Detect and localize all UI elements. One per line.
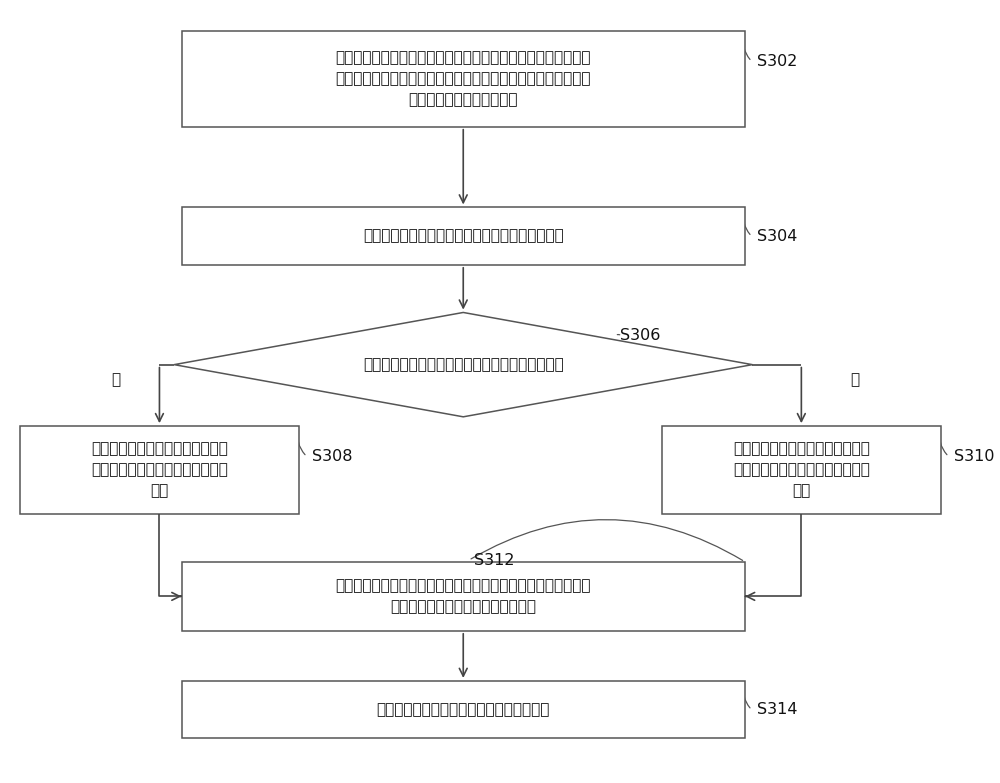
FancyBboxPatch shape — [182, 207, 745, 265]
Text: 按照最佳供电参数値控制终端的补光灯亮度: 按照最佳供电参数値控制终端的补光灯亮度 — [377, 702, 550, 717]
FancyBboxPatch shape — [182, 31, 745, 127]
FancyBboxPatch shape — [182, 680, 745, 738]
Text: S302: S302 — [757, 54, 797, 69]
FancyBboxPatch shape — [182, 562, 745, 631]
Text: 根据环境亮度値和人脸占比値各自对应的供电参数値和权重，确
定补光灯亮度对应的最佳供电参数値: 根据环境亮度値和人脸占比値各自对应的供电参数値和权重，确 定补光灯亮度对应的最佳… — [335, 579, 591, 615]
Text: 判断预览图像的环境亮度値是否大于设定亮度阈値: 判断预览图像的环境亮度値是否大于设定亮度阈値 — [363, 357, 564, 372]
Text: 查找亮度映射表得到环境亮度値对应的供电参数値: 查找亮度映射表得到环境亮度値对应的供电参数値 — [363, 229, 564, 244]
Text: 否: 否 — [850, 373, 859, 388]
Text: 查找人脸占比映射表中的顺光拍照
子表得到人脸占比値对应的供电参
数値: 查找人脸占比映射表中的顺光拍照 子表得到人脸占比値对应的供电参 数値 — [733, 442, 870, 499]
Polygon shape — [174, 312, 752, 417]
Text: 当终端的相机功能捕捉到预览图像时，将预览图像的平均亮度确
定为当前拍照的环境亮度値；将预览图像中的人脸占比最大値确
定为当前拍照的人脸占比値: 当终端的相机功能捕捉到预览图像时，将预览图像的平均亮度确 定为当前拍照的环境亮度… — [335, 50, 591, 107]
Text: S310: S310 — [954, 449, 994, 464]
Text: 是: 是 — [111, 373, 120, 388]
Text: S304: S304 — [757, 229, 797, 244]
Text: S308: S308 — [312, 449, 352, 464]
Text: S312: S312 — [474, 553, 514, 568]
Text: S314: S314 — [757, 702, 797, 717]
FancyBboxPatch shape — [662, 426, 941, 514]
FancyBboxPatch shape — [20, 426, 299, 514]
Text: S306: S306 — [620, 328, 660, 343]
Text: 查找人脸占比映射表中的逆光拍照
子表得到人脸占比値对应的供电参
数値: 查找人脸占比映射表中的逆光拍照 子表得到人脸占比値对应的供电参 数値 — [91, 442, 228, 499]
